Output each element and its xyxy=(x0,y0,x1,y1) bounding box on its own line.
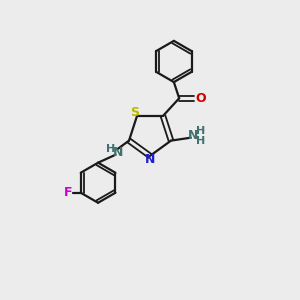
Text: N: N xyxy=(188,129,198,142)
Text: H: H xyxy=(106,145,116,154)
Text: S: S xyxy=(130,106,139,119)
Text: F: F xyxy=(64,186,72,199)
Text: H: H xyxy=(196,136,205,146)
Text: N: N xyxy=(112,146,123,159)
Text: H: H xyxy=(196,126,205,136)
Text: N: N xyxy=(145,153,155,166)
Text: O: O xyxy=(196,92,206,105)
